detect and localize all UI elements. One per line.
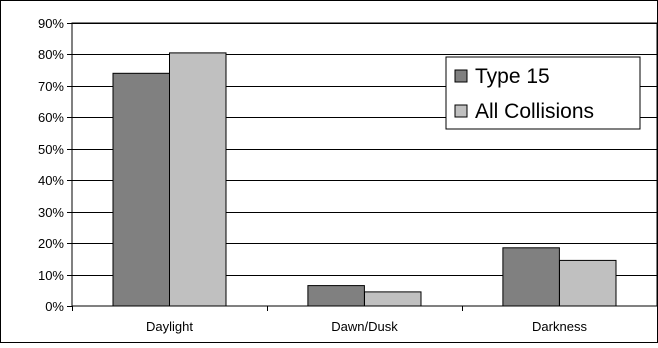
y-tick-label: 20% — [38, 236, 64, 251]
y-tick-label: 40% — [38, 173, 64, 188]
x-category-label: Dawn/Dusk — [331, 319, 398, 334]
bar-type-15-daylight — [112, 72, 170, 307]
bar-all-collisions-darkness — [559, 259, 617, 307]
legend-swatch-all-collisions — [454, 104, 468, 118]
x-category-label: Darkness — [532, 319, 587, 334]
legend-label-all-collisions: All Collisions — [475, 100, 594, 123]
y-tick-label: 90% — [38, 16, 64, 31]
bar-all-collisions-dawn-dusk — [364, 291, 422, 307]
legend: Type 15 All Collisions — [445, 56, 641, 130]
x-category-label: Daylight — [146, 319, 193, 334]
y-tick-label: 50% — [38, 142, 64, 157]
y-tick-label: 30% — [38, 205, 64, 220]
y-tick-label: 10% — [38, 268, 64, 283]
y-tick-label: 60% — [38, 110, 64, 125]
legend-label-type-15: Type 15 — [475, 65, 550, 88]
legend-swatch-type-15 — [454, 69, 468, 83]
y-tick-label: 80% — [38, 47, 64, 62]
bar-type-15-dawn-dusk — [307, 285, 365, 307]
bar-type-15-darkness — [502, 247, 560, 307]
bar-all-collisions-daylight — [169, 52, 227, 307]
y-tick-label: 70% — [38, 79, 64, 94]
y-tick-label: 0% — [45, 299, 64, 314]
legend-box — [445, 56, 641, 130]
